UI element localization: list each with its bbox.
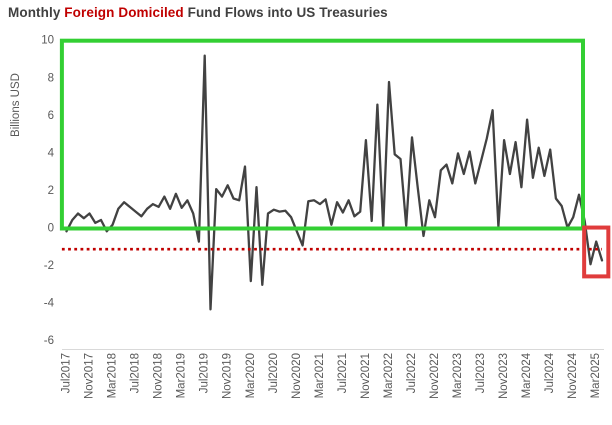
y-axis-tick-label: -4 bbox=[44, 298, 55, 310]
y-axis-tick-label: 2 bbox=[48, 185, 54, 197]
x-axis-tick-label: Mar2022 bbox=[383, 353, 395, 398]
x-axis-tick-label: Nov2021 bbox=[360, 353, 372, 399]
x-axis-tick-label: Nov2019 bbox=[222, 353, 234, 399]
x-axis-tick-label: Mar2018 bbox=[107, 353, 119, 398]
chart-title: Monthly Foreign Domiciled Fund Flows int… bbox=[8, 5, 388, 20]
x-axis-tick-label: Nov2018 bbox=[153, 353, 165, 399]
x-axis-tick-label: Nov2024 bbox=[567, 352, 579, 399]
y-axis-tick-label: 10 bbox=[41, 35, 54, 47]
x-axis-tick-label: Mar2025 bbox=[590, 353, 602, 398]
x-axis-tick-label: Nov2022 bbox=[429, 353, 441, 399]
y-axis-tick-label: -6 bbox=[44, 335, 54, 347]
chart-title-suffix: Fund Flows into US Treasuries bbox=[183, 5, 388, 20]
y-axis-tick-label: 6 bbox=[48, 110, 54, 122]
x-axis-tick-label: Jul2020 bbox=[268, 353, 280, 393]
y-axis-title: Billions USD bbox=[10, 73, 22, 137]
x-axis-tick-label: Nov2017 bbox=[84, 353, 96, 399]
x-axis-tick-label: Jul2022 bbox=[406, 353, 418, 393]
x-axis-tick-label: Mar2019 bbox=[176, 353, 188, 398]
x-axis-tick-label: Mar2023 bbox=[452, 353, 464, 398]
y-axis-tick-label: 0 bbox=[48, 223, 54, 235]
y-axis-tick-label: 4 bbox=[48, 147, 55, 159]
x-axis-tick-label: Mar2021 bbox=[314, 353, 326, 398]
x-axis-tick-label: Jul2019 bbox=[199, 353, 211, 393]
x-axis-tick-label: Mar2024 bbox=[521, 352, 533, 398]
x-axis-tick-label: Jul2023 bbox=[475, 353, 487, 393]
chart-title-highlight: Foreign Domiciled bbox=[64, 5, 184, 20]
red-highlight-box bbox=[582, 225, 611, 279]
chart-title-prefix: Monthly bbox=[8, 5, 65, 20]
data-line bbox=[65, 54, 604, 311]
x-axis-tick-label: Jul2024 bbox=[544, 352, 556, 393]
green-highlight-box bbox=[59, 38, 585, 231]
x-axis-tick-label: Mar2020 bbox=[245, 353, 257, 398]
y-axis-tick-label: -2 bbox=[44, 260, 54, 272]
x-axis-tick-label: Jul2018 bbox=[130, 353, 142, 393]
x-axis-tick-label: Jul2017 bbox=[61, 353, 73, 393]
x-axis-tick-label: Jul2021 bbox=[337, 353, 349, 393]
y-axis-tick-label: 8 bbox=[48, 72, 54, 84]
x-axis-tick-label: Nov2023 bbox=[498, 353, 510, 399]
x-axis-tick-label: Nov2020 bbox=[291, 353, 303, 399]
